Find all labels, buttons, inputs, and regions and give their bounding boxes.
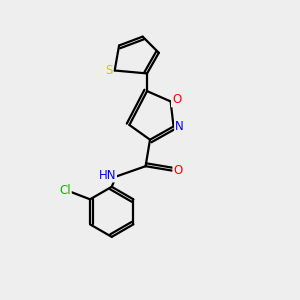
Text: O: O — [173, 164, 183, 177]
Text: Cl: Cl — [59, 184, 71, 197]
Text: HN: HN — [99, 169, 116, 182]
Text: S: S — [105, 64, 112, 77]
Text: N: N — [175, 120, 184, 133]
Text: O: O — [172, 93, 181, 106]
